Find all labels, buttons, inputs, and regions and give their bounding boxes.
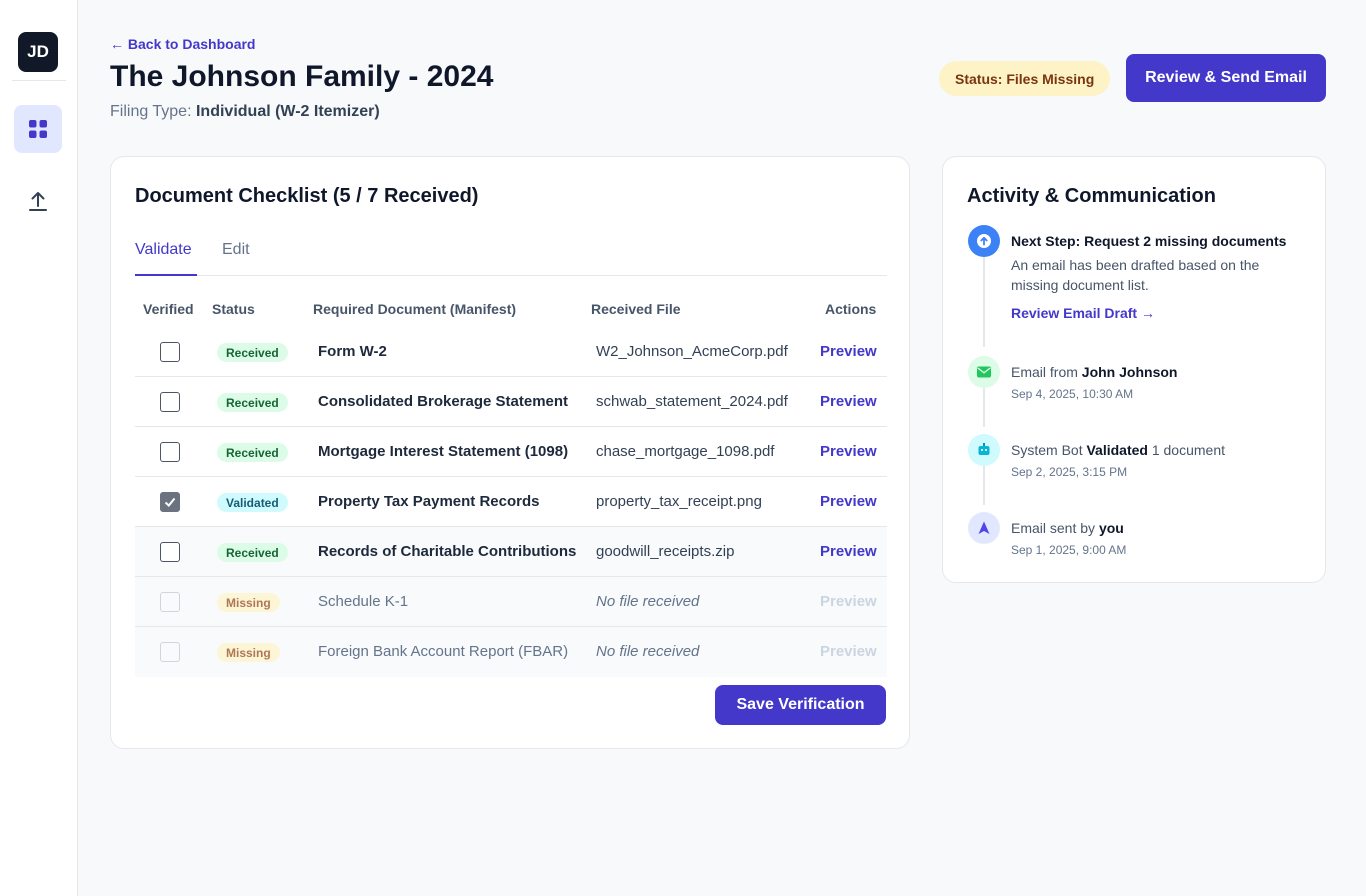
page-title: The Johnson Family - 2024 [110,60,494,93]
timeline-connector [983,257,985,347]
sidebar-item-dashboard[interactable] [14,105,62,153]
preview-button: Preview [820,643,877,660]
verified-checkbox [160,592,180,612]
activity-event: Email sent by you [1011,520,1124,536]
tab-validate[interactable]: Validate [135,241,197,276]
send-icon [968,512,1000,544]
next-step-title: Next Step: Request 2 missing documents [1011,233,1287,249]
document-name: Records of Charitable Contributions [318,543,577,560]
next-step-icon [968,225,1000,257]
checklist-title: Document Checklist (5 / 7 Received) [135,185,479,207]
table-row: Received Mortgage Interest Statement (10… [135,427,887,477]
received-file: schwab_statement_2024.pdf [596,393,788,410]
verified-checkbox[interactable] [160,542,180,562]
save-verification-button[interactable]: Save Verification [715,685,886,725]
activity-title: Activity & Communication [967,185,1216,207]
received-file: chase_mortgage_1098.pdf [596,443,775,460]
filing-type-label: Filing Type: [110,103,192,120]
status-badge: Received [217,343,288,362]
activity-date: Sep 2, 2025, 3:15 PM [1011,465,1128,479]
preview-button: Preview [820,593,877,610]
verified-checkbox[interactable] [160,492,180,512]
preview-button[interactable]: Preview [820,543,877,560]
status-badge: Received [217,393,288,412]
status-badge: Missing [217,643,280,662]
table-row: Received Records of Charitable Contribut… [135,527,887,577]
document-name: Foreign Bank Account Report (FBAR) [318,643,569,660]
status-badge: Validated [217,493,288,512]
document-checklist-card: Document Checklist (5 / 7 Received) Vali… [110,156,910,749]
received-file: No file received [596,593,700,610]
table-row: Received Form W-2 W2_Johnson_AcmeCorp.pd… [135,327,887,377]
document-name: Consolidated Brokerage Statement [318,393,569,410]
status-badge: Missing [217,593,280,612]
received-file: goodwill_receipts.zip [596,543,735,560]
filing-type-value: Individual (W-2 Itemizer) [195,103,380,120]
column-actions: Actions [825,301,877,317]
preview-button[interactable]: Preview [820,493,877,510]
review-send-email-button[interactable]: Review & Send Email [1126,54,1326,102]
document-name: Mortgage Interest Statement (1098) [318,443,569,460]
table-row: Missing Schedule K-1 No file received Pr… [135,577,887,627]
column-required-document: Required Document (Manifest) [313,301,517,317]
preview-button[interactable]: Preview [820,343,877,360]
next-step-description: An email has been drafted based on the m… [1011,257,1260,293]
activity-date: Sep 4, 2025, 10:30 AM [1011,387,1134,401]
document-name: Form W-2 [318,343,387,360]
grid-icon [29,120,47,138]
sidebar: JD [0,0,78,896]
review-email-draft-link[interactable]: Review Email Draft → [1011,305,1155,321]
back-to-dashboard-link[interactable]: ← Back to Dashboard [110,36,256,52]
table-header: Verified Status Required Document (Manif… [135,301,887,325]
verified-checkbox[interactable] [160,392,180,412]
verified-checkbox [160,642,180,662]
activity-event: Email from John Johnson [1011,364,1178,380]
column-status: Status [212,301,255,317]
status-badge: Status: Files Missing [939,61,1111,96]
check-icon [164,497,176,507]
preview-button[interactable]: Preview [820,443,877,460]
document-name: Schedule K-1 [318,593,409,610]
table-row: Received Consolidated Brokerage Statemen… [135,377,887,427]
preview-button[interactable]: Preview [820,393,877,410]
activity-date: Sep 1, 2025, 9:00 AM [1011,543,1127,557]
tab-edit[interactable]: Edit [222,241,250,258]
mail-icon [968,356,1000,388]
column-verified: Verified [143,301,194,317]
checklist-tabs: Validate Edit [135,241,887,276]
timeline-connector [983,387,985,427]
activity-event: System Bot Validated 1 document [1011,442,1226,458]
document-name: Property Tax Payment Records [318,493,540,510]
column-received-file: Received File [591,301,681,317]
received-file: No file received [596,643,700,660]
table-row: Missing Foreign Bank Account Report (FBA… [135,627,887,677]
sidebar-item-upload[interactable] [14,177,62,225]
received-file: W2_Johnson_AcmeCorp.pdf [596,343,788,360]
status-badge: Received [217,443,288,462]
sidebar-divider [12,80,66,81]
avatar[interactable]: JD [18,32,58,72]
upload-icon [29,192,47,211]
filing-type: Filing Type: Individual (W-2 Itemizer) [110,103,380,121]
robot-icon [968,434,1000,466]
table-row: Validated Property Tax Payment Records p… [135,477,887,527]
verified-checkbox[interactable] [160,442,180,462]
verified-checkbox[interactable] [160,342,180,362]
activity-card: Activity & Communication Next Step: Requ… [942,156,1326,583]
timeline-connector [983,465,985,505]
received-file: property_tax_receipt.png [596,493,762,510]
status-badge: Received [217,543,288,562]
